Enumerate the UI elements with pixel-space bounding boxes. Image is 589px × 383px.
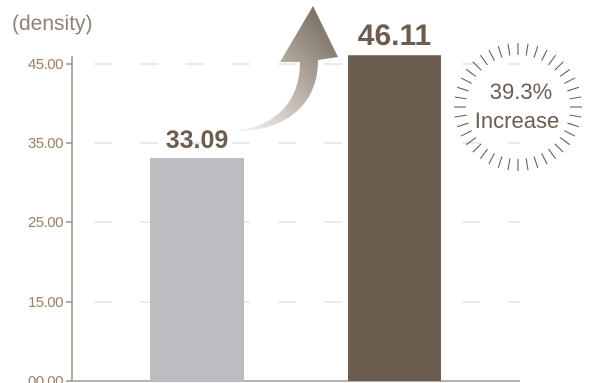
increase-percent: 39.3% (490, 79, 552, 104)
y-tick-label: 35.00 (28, 135, 63, 152)
y-tick-label: 00.00 (28, 373, 63, 383)
bar-value-label: 46.11 (358, 19, 431, 52)
badge-tick (460, 77, 472, 84)
badge-tick (533, 156, 539, 169)
badge-tick (497, 156, 503, 169)
badge-tick (554, 61, 564, 71)
bar (150, 158, 244, 381)
badge-tick (456, 122, 469, 128)
y-tick-label: 25.00 (28, 214, 63, 231)
badge-tick (554, 143, 564, 153)
badge-tick (497, 45, 503, 58)
badge-tick (567, 122, 580, 128)
badge-tick (479, 54, 488, 66)
badge-tick (533, 45, 539, 58)
y-tick-label: 45.00 (28, 56, 63, 73)
increase-badge: 39.3% Increase (454, 43, 582, 171)
badge-tick (465, 68, 477, 77)
badge-tick (525, 158, 529, 171)
badge-tick (454, 96, 467, 100)
badge-tick (569, 114, 582, 118)
data-labels: 33.09 46.11 (166, 19, 431, 154)
badge-tick (541, 153, 548, 165)
badge-tick (525, 43, 529, 56)
badge-tick (569, 96, 582, 100)
badge-tick-ring (454, 43, 582, 171)
y-axis-unit-label: (density) (12, 12, 93, 35)
badge-tick (479, 148, 488, 160)
badge-tick (472, 61, 482, 71)
badge-tick (507, 158, 511, 171)
y-tick-labels: 00.00 15.00 25.00 35.00 45.00 (28, 56, 72, 383)
badge-tick (559, 68, 571, 77)
badge-tick (488, 153, 495, 165)
badge-tick (548, 54, 557, 66)
badge-tick (488, 49, 495, 61)
badge-tick (548, 148, 557, 160)
badge-tick (564, 130, 576, 137)
badge-tick (564, 77, 576, 84)
badge-tick (460, 130, 472, 137)
increase-label: Increase (475, 108, 559, 133)
badge-tick (541, 49, 548, 61)
badge-tick (559, 137, 571, 146)
badge-tick (454, 114, 467, 118)
badge-tick (567, 86, 580, 92)
bar-value-label: 33.09 (166, 126, 229, 154)
badge-tick (472, 143, 482, 153)
bar (348, 55, 441, 382)
y-tick-label: 15.00 (28, 294, 63, 311)
increase-arrow-icon (226, 6, 338, 132)
badge-tick (507, 43, 511, 56)
badge-tick (456, 86, 469, 92)
badge-tick (465, 137, 477, 146)
bars (150, 55, 441, 382)
